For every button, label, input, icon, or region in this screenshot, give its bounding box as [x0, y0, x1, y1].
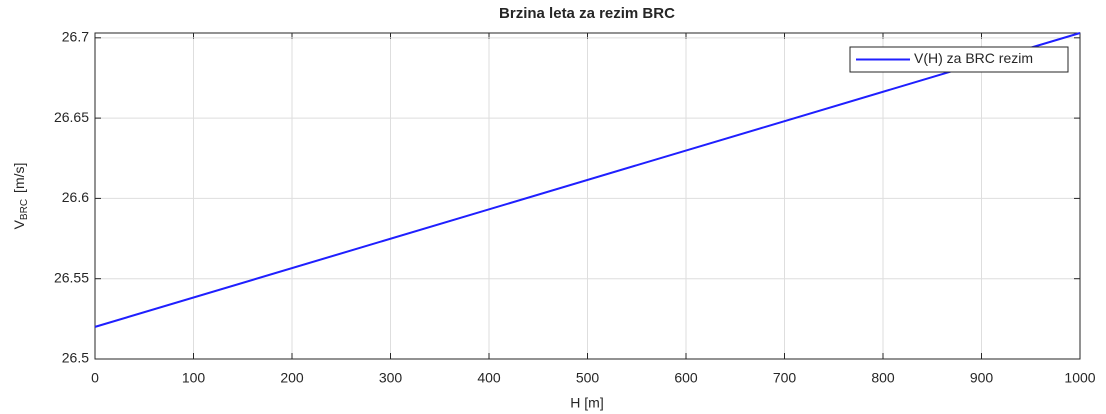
- y-axis-label: VBRC [m/s]: [11, 163, 30, 230]
- x-tick-label: 700: [773, 370, 797, 386]
- y-tick-label: 26.55: [54, 269, 89, 285]
- y-tick-label: 26.65: [54, 109, 89, 125]
- axes-box: [94, 32, 1081, 360]
- x-tick-label: 600: [674, 370, 698, 386]
- x-tick-label: 100: [182, 370, 206, 386]
- y-label-unit: [m/s]: [11, 163, 27, 193]
- y-tick-label: 26.6: [62, 189, 89, 205]
- x-tick-label: 800: [871, 370, 895, 386]
- chart-title: Brzina leta za rezim BRC: [499, 5, 675, 22]
- data-line: [94, 32, 1081, 328]
- y-label-sub: BRC: [19, 199, 30, 220]
- x-axis-label: H [m]: [570, 395, 603, 411]
- y-tick-label: 26.5: [62, 350, 89, 366]
- y-label-main: V: [11, 219, 27, 229]
- x-tick-label: 1000: [1064, 370, 1095, 386]
- x-tick-label: 300: [379, 370, 403, 386]
- x-tick-label: 400: [477, 370, 501, 386]
- x-tick-label: 0: [91, 370, 99, 386]
- y-tick-label: 26.7: [62, 29, 89, 45]
- x-tick-label: 500: [576, 370, 600, 386]
- x-tick-label: 200: [280, 370, 304, 386]
- legend-label: V(H) za BRC rezim: [914, 50, 1033, 66]
- x-tick-label: 900: [970, 370, 994, 386]
